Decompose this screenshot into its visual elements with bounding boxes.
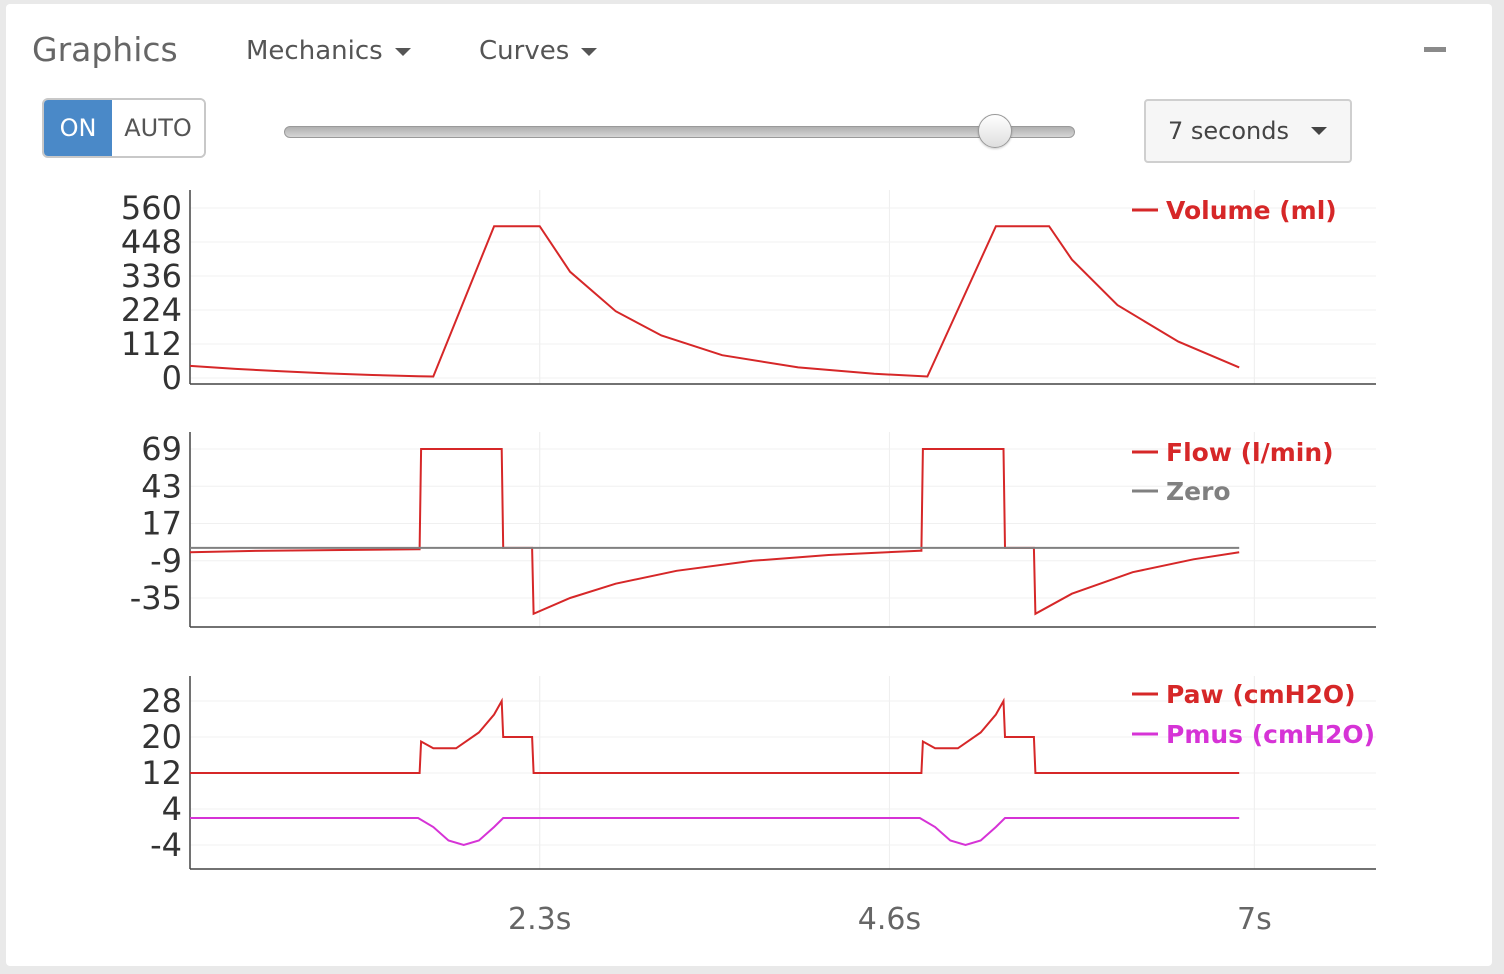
- x-tick-label: 7s: [1237, 902, 1272, 937]
- graphics-panel: [6, 4, 1492, 966]
- panel-title: Graphics: [32, 30, 178, 69]
- y-tick-label: 17: [141, 505, 182, 543]
- mechanics-menu[interactable]: Mechanics: [246, 36, 411, 66]
- auto-button[interactable]: AUTO: [112, 100, 204, 156]
- y-tick-label: 20: [141, 718, 182, 756]
- y-tick-label: 0: [162, 359, 182, 397]
- caret-down-icon: [581, 47, 598, 56]
- curves-menu[interactable]: Curves: [479, 36, 598, 66]
- legend-label: Volume (ml): [1166, 196, 1337, 225]
- y-tick-label: -4: [150, 826, 182, 864]
- caret-down-icon: [394, 47, 411, 56]
- mechanics-menu-label: Mechanics: [246, 36, 383, 66]
- caret-down-icon: [1311, 127, 1327, 135]
- x-tick-label: 2.3s: [508, 902, 571, 937]
- minimize-icon[interactable]: [1424, 47, 1446, 52]
- y-tick-label: 112: [121, 325, 182, 363]
- legend-label: Zero: [1166, 477, 1231, 506]
- time-slider-thumb[interactable]: [978, 114, 1013, 148]
- y-tick-label: 12: [141, 754, 182, 792]
- y-tick-label: -35: [130, 579, 182, 617]
- y-tick-label: 69: [141, 430, 182, 468]
- legend-label: Paw (cmH2O): [1166, 680, 1356, 709]
- x-tick-label: 4.6s: [858, 902, 921, 937]
- legend-label: Flow (l/min): [1166, 438, 1334, 467]
- series-line-pmus-cmh2o: [190, 817, 1240, 847]
- series-line-flow-l-min: [189, 448, 1240, 616]
- on-auto-toggle[interactable]: ON AUTO: [42, 98, 206, 158]
- curves-menu-label: Curves: [479, 36, 570, 66]
- y-tick-label: 28: [141, 682, 182, 720]
- y-tick-label: 448: [121, 223, 182, 261]
- series-line-volume-ml: [189, 225, 1240, 378]
- y-tick-label: 4: [162, 790, 182, 828]
- y-tick-label: -9: [150, 542, 182, 580]
- series-line-paw-cmh2o: [190, 697, 1240, 774]
- y-tick-label: 336: [121, 257, 182, 295]
- y-tick-label: 560: [121, 189, 182, 227]
- on-button[interactable]: ON: [44, 100, 112, 156]
- time-window-select[interactable]: 7 seconds: [1144, 99, 1352, 163]
- time-slider-track[interactable]: [284, 126, 1075, 138]
- y-tick-label: 224: [121, 291, 182, 329]
- legend-label: Pmus (cmH2O): [1166, 720, 1375, 749]
- y-tick-label: 43: [141, 467, 182, 505]
- time-window-value: 7 seconds: [1168, 117, 1289, 145]
